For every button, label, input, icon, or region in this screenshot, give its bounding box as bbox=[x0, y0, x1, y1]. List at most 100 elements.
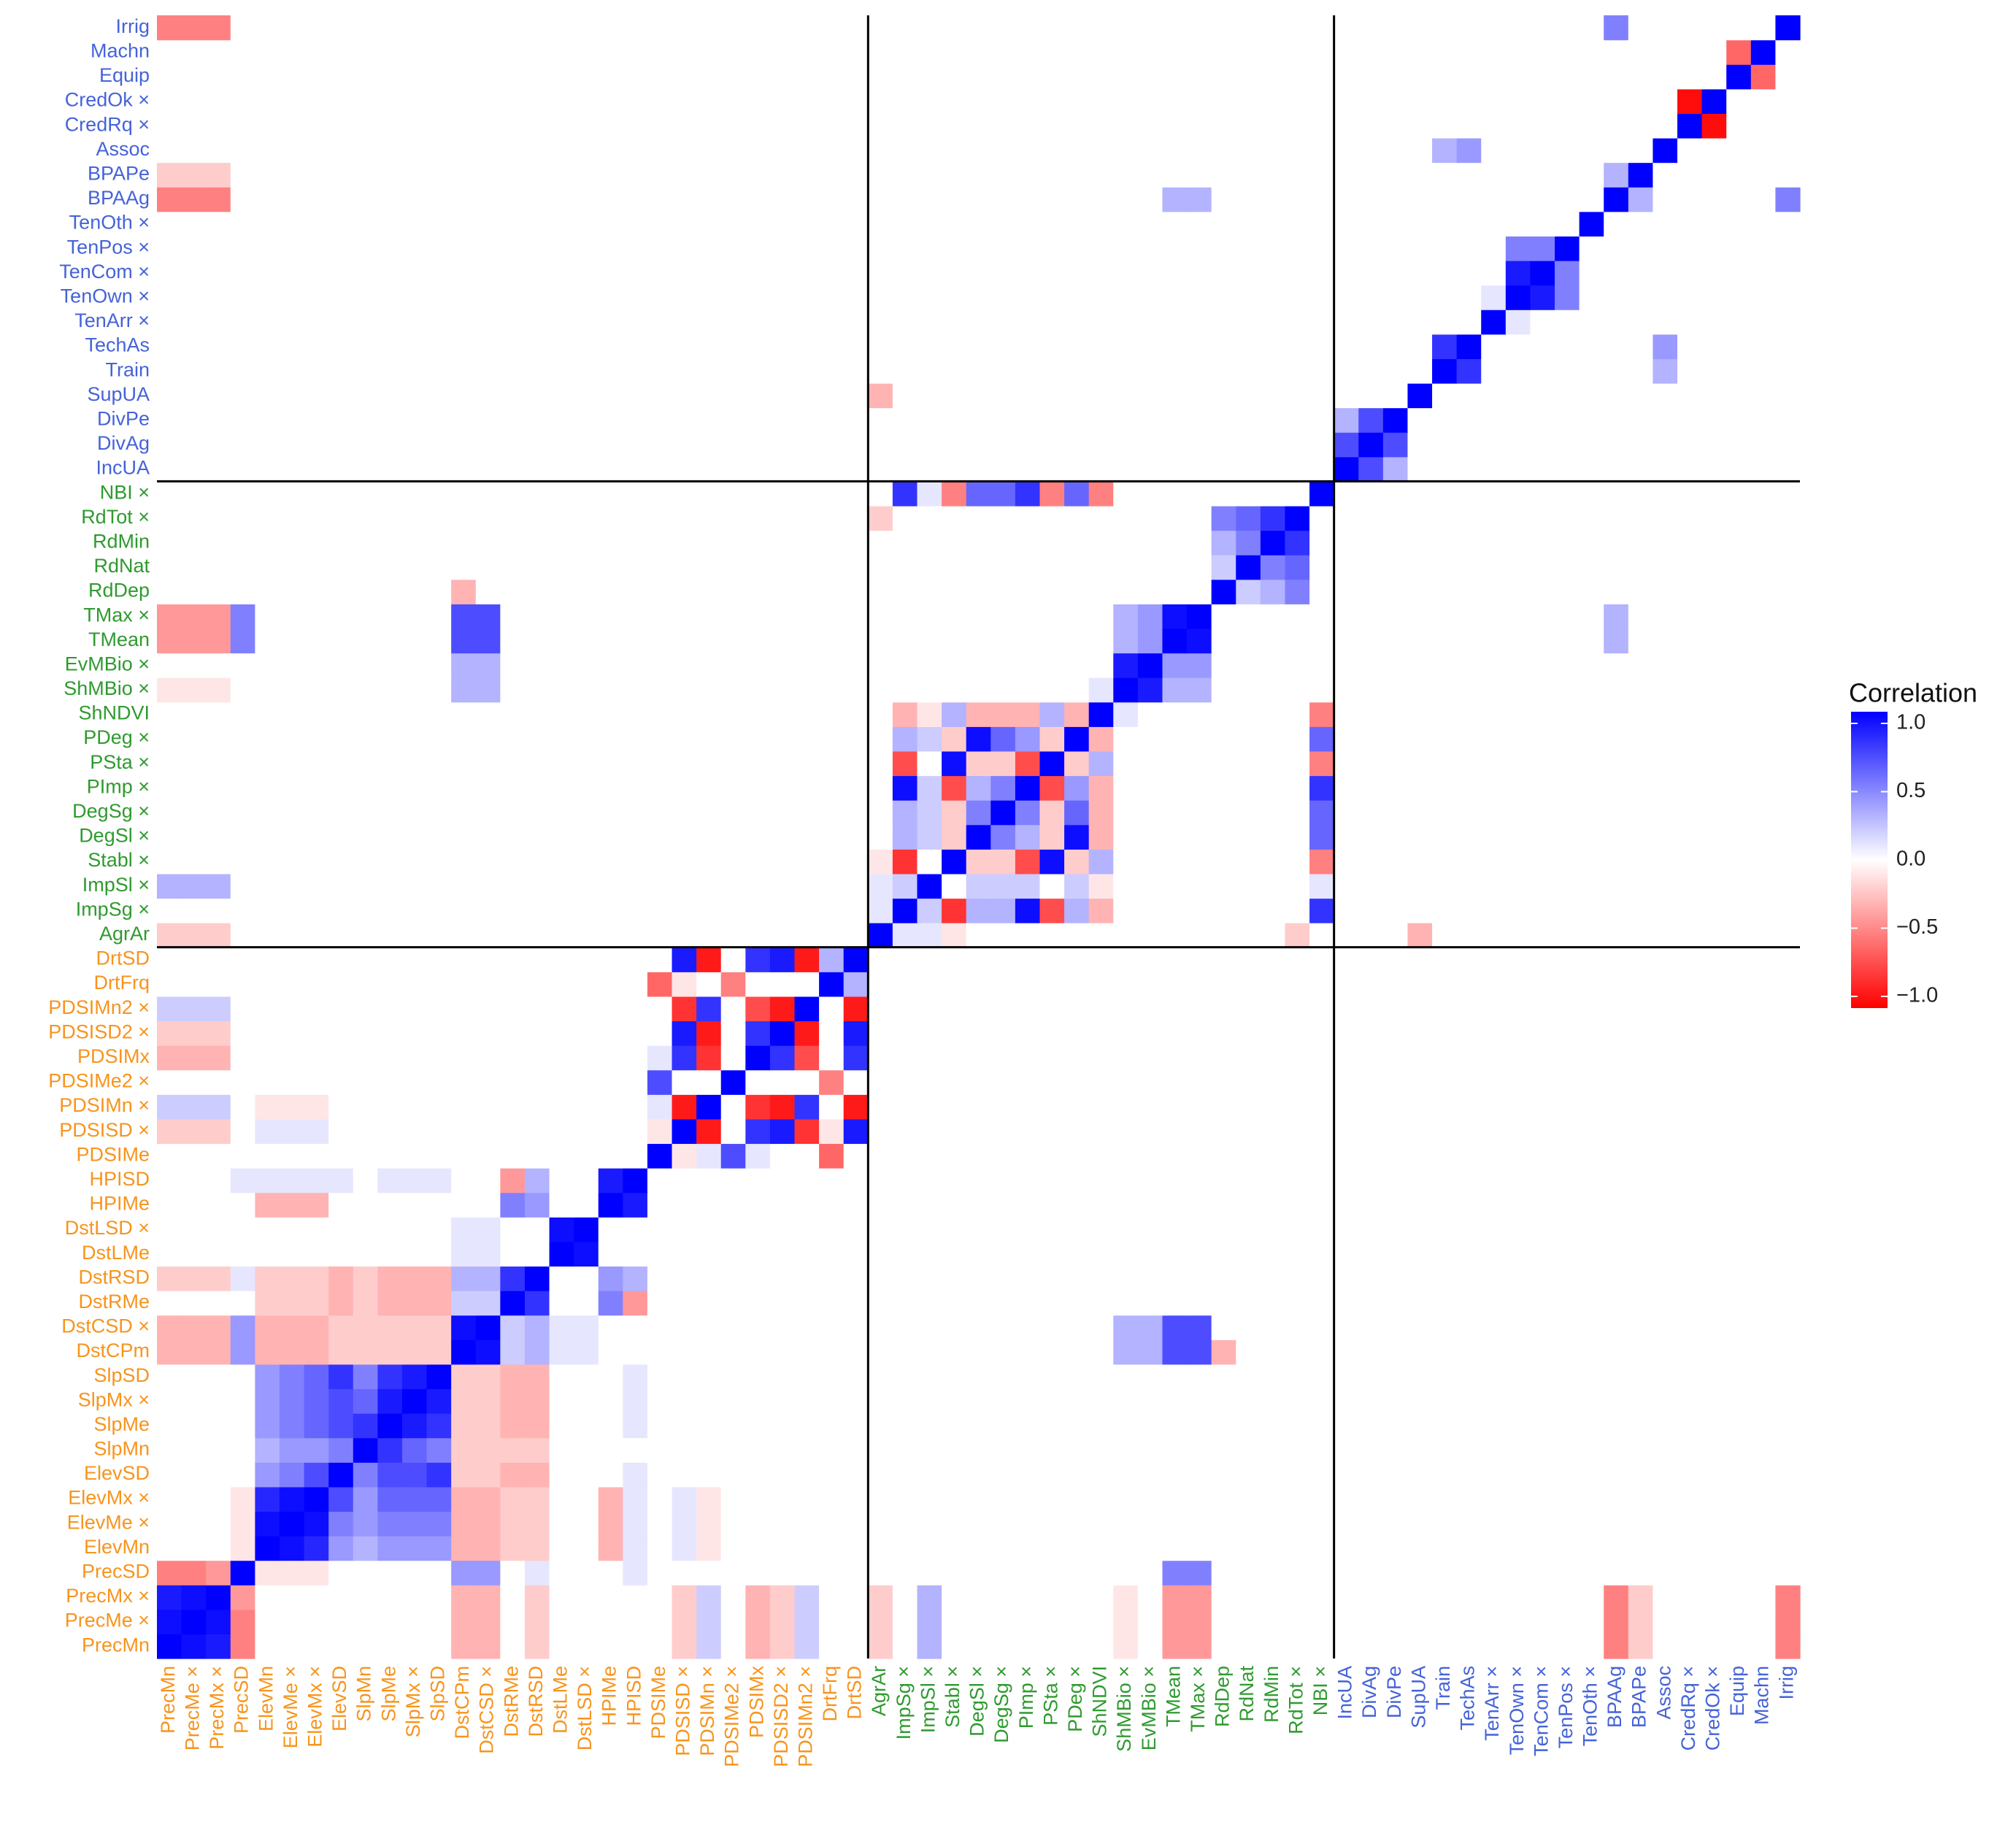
heatmap-cell bbox=[868, 628, 893, 654]
heatmap-cell bbox=[1750, 432, 1777, 458]
heatmap-cell bbox=[1579, 604, 1604, 629]
heatmap-cell bbox=[1064, 555, 1090, 580]
heatmap-cell bbox=[917, 1388, 942, 1414]
heatmap-cell bbox=[1285, 800, 1310, 826]
y-tick-label: CredRq × bbox=[65, 113, 150, 135]
heatmap-cell bbox=[1162, 481, 1188, 507]
heatmap-cell bbox=[1039, 947, 1065, 972]
heatmap-cell bbox=[328, 88, 354, 114]
heatmap-cell bbox=[745, 310, 771, 335]
heatmap-cell bbox=[892, 1094, 918, 1120]
heatmap-cell bbox=[1088, 1192, 1114, 1218]
heatmap-cell bbox=[451, 1536, 477, 1561]
heatmap-cell bbox=[1677, 628, 1703, 654]
heatmap-cell bbox=[1530, 849, 1555, 875]
heatmap-cell bbox=[1726, 1413, 1752, 1439]
heatmap-cell bbox=[1775, 39, 1801, 65]
heatmap-cell bbox=[769, 1585, 796, 1610]
heatmap-cell bbox=[1137, 211, 1163, 237]
y-tick-label: PDSIMn × bbox=[59, 1094, 150, 1116]
heatmap-cell bbox=[819, 1291, 845, 1316]
heatmap-cell bbox=[1358, 555, 1384, 580]
heatmap-cell bbox=[1382, 579, 1409, 604]
x-tick-label: DegSl × bbox=[966, 1666, 988, 1737]
heatmap-cell bbox=[1726, 873, 1752, 899]
heatmap-cell bbox=[574, 456, 599, 482]
heatmap-cell bbox=[1481, 1241, 1507, 1267]
heatmap-cell bbox=[1677, 1388, 1703, 1414]
heatmap-cell bbox=[1211, 505, 1236, 531]
heatmap-cell bbox=[1088, 15, 1114, 41]
heatmap-cell bbox=[181, 137, 207, 164]
heatmap-cell bbox=[157, 481, 182, 507]
heatmap-cell bbox=[769, 1339, 796, 1365]
heatmap-cell bbox=[598, 432, 623, 458]
heatmap-cell bbox=[990, 800, 1016, 826]
heatmap-cell bbox=[843, 1634, 869, 1659]
heatmap-cell bbox=[1456, 1486, 1482, 1512]
heatmap-cell bbox=[1653, 947, 1678, 972]
heatmap-cell bbox=[868, 1609, 893, 1635]
heatmap-cell bbox=[181, 1364, 207, 1390]
heatmap-cell bbox=[966, 383, 991, 409]
heatmap-cell bbox=[990, 1585, 1016, 1610]
heatmap-cell bbox=[353, 1609, 378, 1635]
heatmap-cell bbox=[181, 1437, 207, 1463]
heatmap-cell bbox=[255, 481, 280, 507]
heatmap-cell bbox=[1236, 358, 1261, 384]
heatmap-cell bbox=[1432, 1241, 1458, 1267]
heatmap-cell bbox=[598, 1168, 623, 1193]
heatmap-cell bbox=[696, 211, 722, 237]
heatmap-cell bbox=[1236, 1069, 1261, 1095]
y-tick-label: DstLSD × bbox=[65, 1217, 150, 1239]
heatmap-cell bbox=[696, 1585, 722, 1610]
heatmap-cell bbox=[500, 1241, 526, 1267]
heatmap-cell bbox=[524, 996, 550, 1022]
heatmap-cell bbox=[500, 1536, 526, 1561]
heatmap-cell bbox=[917, 653, 942, 678]
heatmap-cell bbox=[328, 310, 354, 335]
heatmap-cell bbox=[353, 456, 378, 482]
heatmap-cell bbox=[279, 628, 305, 654]
heatmap-cell bbox=[549, 604, 574, 629]
heatmap-cell bbox=[1505, 972, 1531, 997]
heatmap-cell bbox=[647, 1045, 673, 1071]
heatmap-cell bbox=[1775, 849, 1801, 875]
heatmap-cell bbox=[1064, 947, 1090, 972]
x-tick-label: RdDep bbox=[1212, 1666, 1234, 1727]
heatmap-cell bbox=[1555, 1020, 1580, 1046]
heatmap-cell bbox=[1407, 677, 1433, 703]
heatmap-cell bbox=[500, 1486, 526, 1512]
heatmap-cell bbox=[1530, 211, 1555, 237]
heatmap-cell bbox=[206, 1486, 231, 1512]
heatmap-cell bbox=[892, 824, 918, 850]
heatmap-cell bbox=[1309, 653, 1335, 678]
heatmap-cell bbox=[353, 285, 378, 310]
heatmap-cell bbox=[868, 1560, 893, 1585]
heatmap-cell bbox=[769, 1486, 796, 1512]
heatmap-cell bbox=[1088, 775, 1114, 801]
heatmap-cell bbox=[1701, 579, 1727, 604]
heatmap-cell bbox=[1039, 1609, 1065, 1635]
heatmap-cell bbox=[157, 1143, 182, 1169]
heatmap-cell bbox=[1187, 1069, 1212, 1095]
heatmap-cell bbox=[1260, 579, 1286, 604]
heatmap-cell bbox=[598, 1266, 623, 1291]
heatmap-cell bbox=[1726, 334, 1752, 359]
heatmap-cell bbox=[1775, 1291, 1801, 1316]
heatmap-cell bbox=[892, 628, 918, 654]
heatmap-cell bbox=[1407, 1241, 1433, 1267]
heatmap-cell bbox=[598, 1020, 623, 1046]
heatmap-cell bbox=[942, 15, 967, 41]
heatmap-cell bbox=[255, 873, 280, 899]
heatmap-cell bbox=[1236, 1020, 1261, 1046]
heatmap-cell bbox=[1407, 923, 1433, 948]
heatmap-cell bbox=[843, 628, 869, 654]
heatmap-cell bbox=[230, 628, 255, 654]
heatmap-cell bbox=[1775, 604, 1801, 629]
heatmap-cell bbox=[1309, 996, 1335, 1022]
heatmap-cell bbox=[1750, 1266, 1777, 1291]
heatmap-cell bbox=[1775, 1364, 1801, 1390]
x-tick-label: PrecSD bbox=[231, 1666, 253, 1734]
